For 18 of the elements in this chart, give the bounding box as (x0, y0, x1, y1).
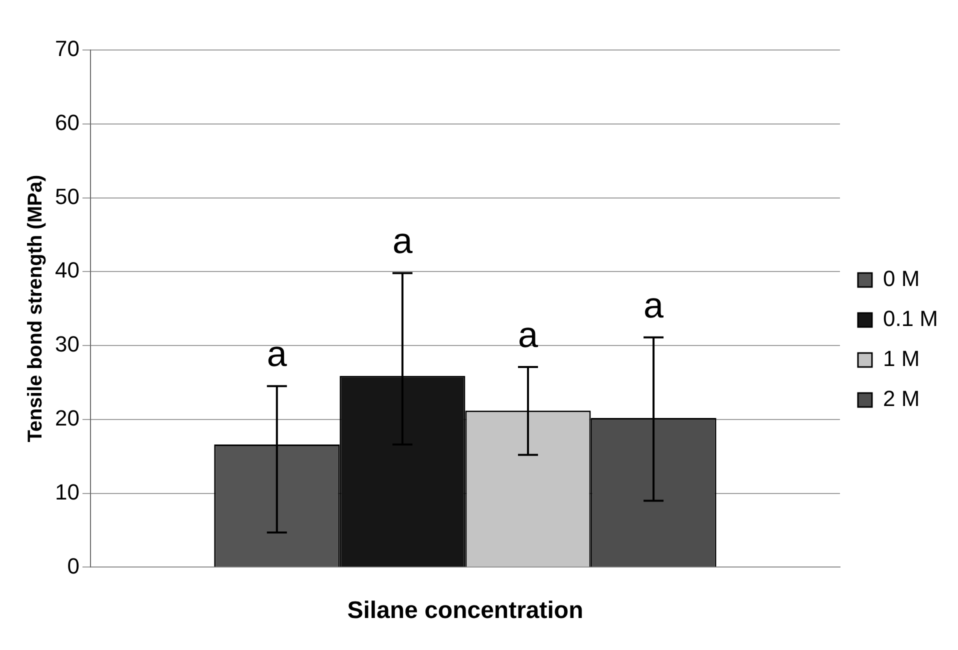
y-axis-title: Tensile bond strength (MPa) (24, 174, 47, 442)
legend-label: 2 M (882, 386, 920, 412)
y-tick-label: 60 (54, 110, 80, 135)
y-tick-label: 40 (54, 258, 80, 283)
y-tick-label: 70 (54, 36, 80, 62)
y-tick-label: 50 (54, 184, 80, 209)
y-tick-label: 0 (67, 553, 80, 578)
legend-label: 1 M (882, 346, 920, 372)
annotation: a (518, 314, 539, 355)
x-axis-title: Silane concentration (347, 597, 584, 624)
annotation: a (392, 220, 414, 262)
y-tick-label: 30 (54, 332, 80, 357)
legend-label: 0.1 M (882, 306, 938, 332)
y-tick-label: 20 (54, 405, 80, 430)
legend-label: 0 M (882, 266, 920, 292)
y-tick-label: 10 (54, 479, 80, 504)
annotation: a (266, 333, 288, 374)
annotation: a (644, 284, 665, 326)
